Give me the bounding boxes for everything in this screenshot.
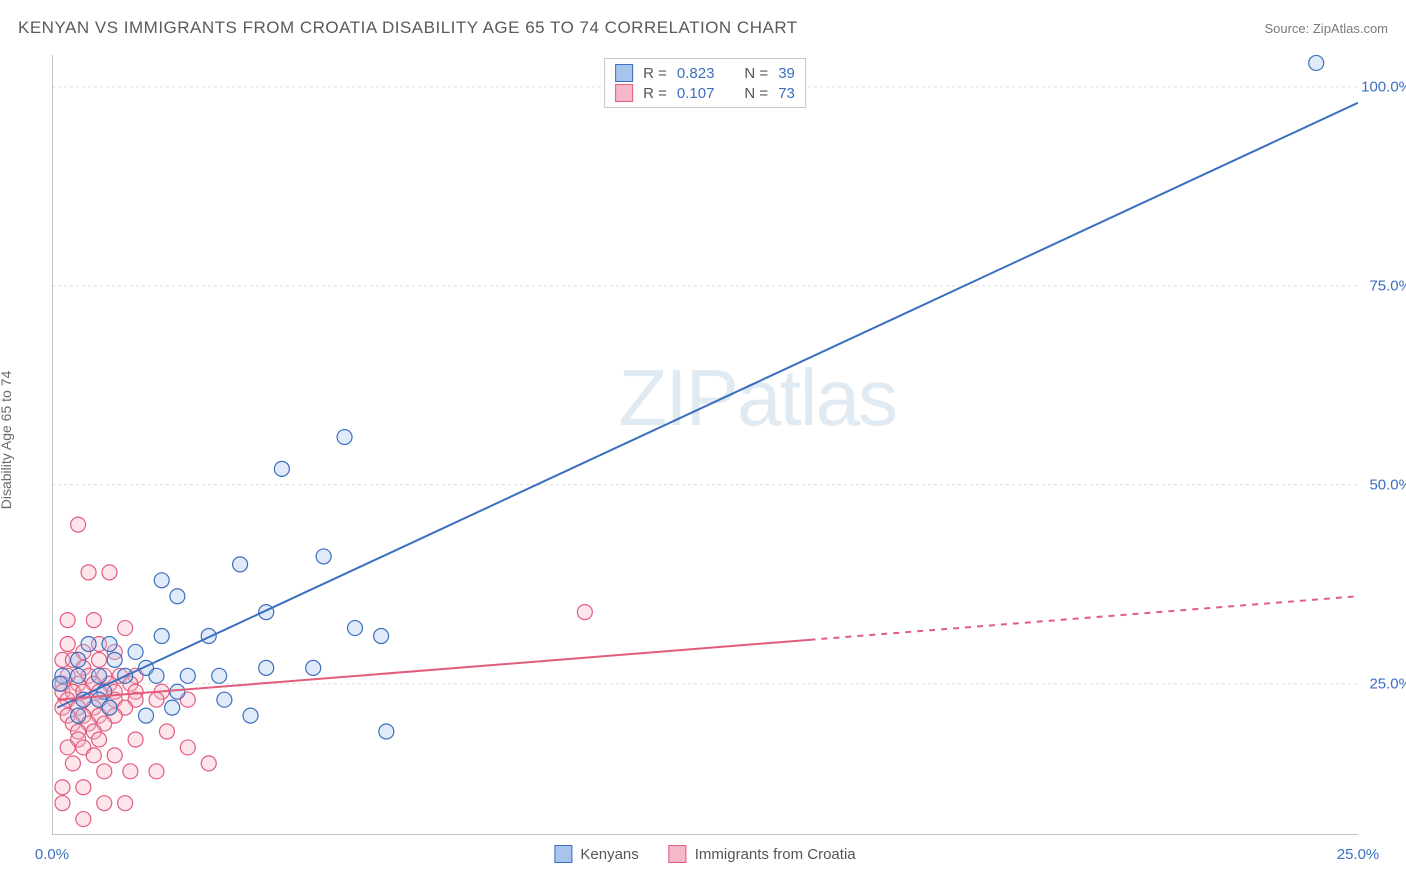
legend-label-kenyans: Kenyans — [580, 846, 638, 863]
scatter-plot-svg — [52, 55, 1358, 835]
stat-label-r: R = — [643, 85, 667, 102]
y-tick-label: 75.0% — [1369, 277, 1406, 294]
legend-label-croatia: Immigrants from Croatia — [695, 846, 856, 863]
stat-r-kenyans: 0.823 — [677, 65, 715, 82]
stat-n-croatia: 73 — [778, 85, 795, 102]
chart-container: KENYAN VS IMMIGRANTS FROM CROATIA DISABI… — [0, 0, 1406, 892]
x-tick-label: 25.0% — [1337, 846, 1380, 863]
stat-n-kenyans: 39 — [778, 65, 795, 82]
stats-row-croatia: R = 0.107 N = 73 — [615, 83, 795, 103]
series-legend: Kenyans Immigrants from Croatia — [554, 845, 855, 863]
stat-label-n: N = — [744, 65, 768, 82]
y-tick-label: 100.0% — [1361, 78, 1406, 95]
y-tick-label: 50.0% — [1369, 476, 1406, 493]
legend-item-croatia: Immigrants from Croatia — [669, 845, 856, 863]
stats-row-kenyans: R = 0.823 N = 39 — [615, 63, 795, 83]
stat-label-r: R = — [643, 65, 667, 82]
y-tick-label: 25.0% — [1369, 675, 1406, 692]
x-tick-label: 0.0% — [35, 846, 69, 863]
stats-legend: R = 0.823 N = 39 R = 0.107 N = 73 — [604, 58, 806, 108]
y-axis-label: Disability Age 65 to 74 — [0, 371, 14, 510]
swatch-croatia — [669, 845, 687, 863]
legend-item-kenyans: Kenyans — [554, 845, 638, 863]
chart-title: KENYAN VS IMMIGRANTS FROM CROATIA DISABI… — [18, 18, 798, 38]
source-label: Source: ZipAtlas.com — [1264, 21, 1388, 36]
swatch-kenyans — [554, 845, 572, 863]
stat-r-croatia: 0.107 — [677, 85, 715, 102]
swatch-kenyans — [615, 64, 633, 82]
plot-area: ZIPatlas R = 0.823 N = 39 R = 0.107 N = … — [52, 55, 1358, 835]
title-bar: KENYAN VS IMMIGRANTS FROM CROATIA DISABI… — [18, 18, 1388, 38]
swatch-croatia — [615, 84, 633, 102]
stat-label-n: N = — [744, 85, 768, 102]
